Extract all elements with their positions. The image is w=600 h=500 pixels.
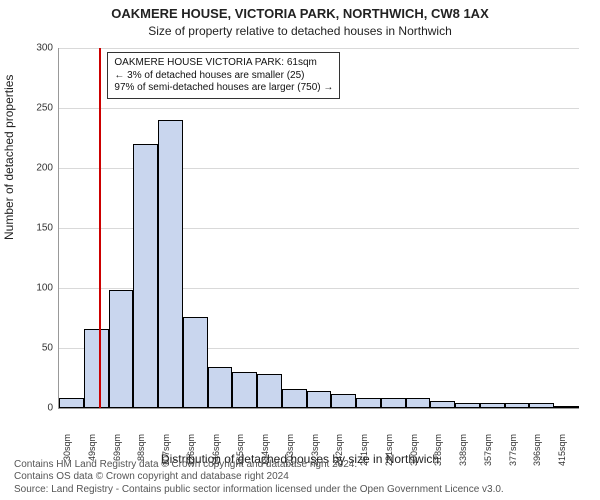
histogram-bar: [307, 391, 332, 408]
annotation-line: ← 3% of detached houses are smaller (25): [114, 70, 333, 83]
histogram-bar: [158, 120, 183, 408]
gridline: [59, 108, 579, 109]
chart-title: OAKMERE HOUSE, VICTORIA PARK, NORTHWICH,…: [0, 6, 600, 21]
histogram-bar: [381, 398, 406, 408]
annotation-line: 97% of semi-detached houses are larger (…: [114, 82, 333, 95]
histogram-bar: [133, 144, 158, 408]
histogram-bar: [554, 406, 579, 408]
histogram-bar: [331, 394, 356, 408]
y-tick-label: 150: [21, 223, 53, 234]
histogram-bar: [356, 398, 381, 408]
histogram-bar: [84, 329, 109, 408]
y-axis-label: Number of detached properties: [2, 75, 16, 240]
chart-container: OAKMERE HOUSE, VICTORIA PARK, NORTHWICH,…: [0, 0, 600, 500]
annotation-box: OAKMERE HOUSE VICTORIA PARK: 61sqm← 3% o…: [107, 52, 340, 99]
annotation-line: OAKMERE HOUSE VICTORIA PARK: 61sqm: [114, 57, 333, 70]
subject-marker-line: [99, 48, 101, 408]
histogram-bar: [480, 403, 505, 408]
y-tick-label: 250: [21, 103, 53, 114]
gridline: [59, 48, 579, 49]
plot-area: 05010015020025030030sqm49sqm69sqm88sqm10…: [58, 48, 579, 409]
histogram-bar: [109, 290, 134, 408]
attribution-line: Contains HM Land Registry data © Crown c…: [14, 459, 504, 472]
histogram-bar: [183, 317, 208, 408]
histogram-bar: [406, 398, 431, 408]
histogram-bar: [59, 398, 84, 408]
histogram-bar: [505, 403, 530, 408]
y-tick-label: 50: [21, 343, 53, 354]
attribution-text: Contains HM Land Registry data © Crown c…: [14, 459, 504, 497]
histogram-bar: [232, 372, 257, 408]
y-tick-label: 100: [21, 283, 53, 294]
histogram-bar: [430, 401, 455, 408]
y-tick-label: 200: [21, 163, 53, 174]
histogram-bar: [529, 403, 554, 408]
histogram-bar: [257, 374, 282, 408]
attribution-line: Contains OS data © Crown copyright and d…: [14, 471, 504, 484]
attribution-line: Source: Land Registry - Contains public …: [14, 484, 504, 497]
y-tick-label: 0: [21, 403, 53, 414]
histogram-bar: [455, 403, 480, 408]
chart-subtitle: Size of property relative to detached ho…: [0, 24, 600, 38]
histogram-bar: [282, 389, 307, 408]
y-tick-label: 300: [21, 43, 53, 54]
histogram-bar: [208, 367, 233, 408]
